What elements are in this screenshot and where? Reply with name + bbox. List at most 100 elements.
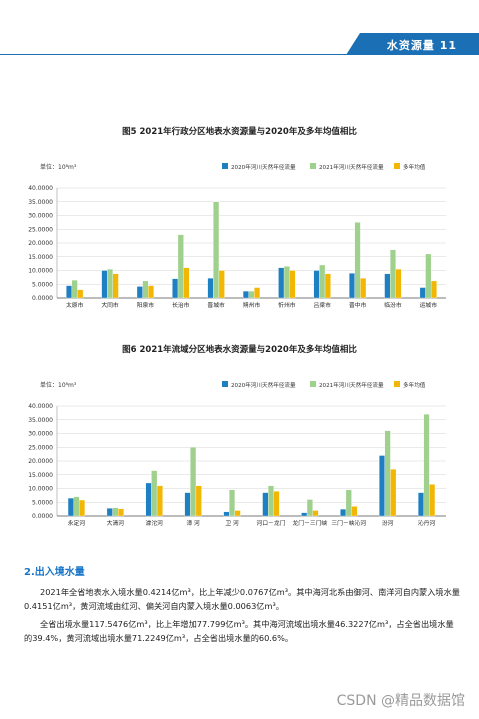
bar bbox=[289, 270, 296, 299]
bar bbox=[419, 287, 426, 299]
x-tick-label: 晋中市 bbox=[349, 301, 367, 309]
legend-label: 2021年河川天然年径流量 bbox=[319, 381, 384, 389]
bar bbox=[184, 492, 191, 517]
y-tick-label: 20.0000 bbox=[28, 458, 53, 465]
x-tick-label: 运城市 bbox=[420, 301, 438, 309]
x-tick-label: 大同市 bbox=[101, 301, 119, 309]
legend-swatch bbox=[394, 381, 400, 387]
chart-title-1: 图5 2021年行政分区地表水资源量与2020年及多年均值相比 bbox=[122, 127, 357, 137]
bar bbox=[379, 455, 385, 517]
y-tick-label: 35.0000 bbox=[28, 199, 53, 206]
legend-label: 2020年河川天然年径流量 bbox=[231, 163, 296, 171]
bar bbox=[66, 285, 73, 299]
paragraph-outflow: 全省出境水量117.5476亿m³，比上年增加77.799亿m³。其中海河流域出… bbox=[24, 619, 454, 643]
y-tick-label: 10.0000 bbox=[28, 486, 53, 493]
paragraph-inflow: 2021年全省地表水入境水量0.4214亿m³，比上年减少0.0767亿m³。其… bbox=[24, 587, 460, 611]
y-tick-label: 15.0000 bbox=[28, 472, 53, 479]
chart-1: 单位：10⁸m³ 2020年河川天然年径流量 2021年河川天然年径流量 多年均值 0.… bbox=[0, 150, 479, 325]
x-tick-label: 临汾市 bbox=[384, 301, 402, 309]
bar bbox=[118, 508, 124, 517]
bar bbox=[423, 414, 430, 517]
bar bbox=[429, 484, 436, 517]
legend-label: 2021年河川天然年径流量 bbox=[319, 163, 384, 171]
bar bbox=[73, 496, 80, 517]
bar bbox=[390, 249, 396, 299]
x-tick-label: 河口－龙门 bbox=[256, 519, 285, 527]
bar bbox=[395, 268, 402, 299]
y-tick-label: 30.0000 bbox=[28, 431, 53, 438]
bar bbox=[229, 489, 235, 517]
y-tick-label: 0.0000 bbox=[32, 513, 53, 520]
bar bbox=[417, 492, 424, 517]
x-tick-label: 滹沱河 bbox=[146, 519, 164, 527]
chart-title-2: 图6 2021年流域分区地表水资源量与2020年及多年均值相比 bbox=[122, 345, 357, 355]
bar bbox=[234, 510, 241, 517]
bar bbox=[262, 492, 269, 517]
bar bbox=[145, 482, 152, 517]
bar bbox=[195, 485, 202, 517]
x-tick-label: 龙门－三门峡 bbox=[292, 519, 327, 527]
bar bbox=[218, 270, 225, 299]
x-tick-label: 长治市 bbox=[172, 301, 190, 309]
bar bbox=[136, 286, 143, 299]
chart-2: 单位：10⁸m³ 2020年河川天然年径流量 2021年河川天然年径流量 多年均值 0.… bbox=[0, 368, 479, 543]
x-tick-label: 朔州市 bbox=[243, 301, 261, 309]
y-tick-label: 25.0000 bbox=[28, 226, 53, 233]
chart-2-svg: 单位：10⁸m³ 2020年河川天然年径流量 2021年河川天然年径流量 多年均值 0.… bbox=[28, 381, 446, 527]
bar bbox=[312, 510, 319, 517]
y-tick-label: 5.0000 bbox=[32, 499, 53, 506]
bar bbox=[354, 222, 361, 299]
bar bbox=[254, 287, 261, 299]
y-tick-label: 20.0000 bbox=[28, 240, 53, 247]
bar bbox=[148, 285, 154, 299]
bar bbox=[213, 201, 220, 299]
bar bbox=[101, 270, 108, 299]
bar bbox=[71, 279, 78, 299]
bar bbox=[79, 499, 85, 517]
section-heading: 2.出入境水量 bbox=[24, 567, 85, 578]
y-tick-label: 30.0000 bbox=[28, 213, 53, 220]
bar bbox=[267, 485, 274, 517]
legend-swatch bbox=[310, 381, 316, 387]
x-tick-label: 永定河 bbox=[68, 519, 86, 527]
bar bbox=[151, 470, 158, 517]
x-tick-label: 汾河 bbox=[382, 519, 394, 527]
bar bbox=[430, 280, 437, 299]
legend-label: 2020年河川天然年径流量 bbox=[231, 381, 296, 389]
x-tick-label: 晋城市 bbox=[207, 301, 225, 309]
legend-label: 多年均值 bbox=[403, 381, 426, 389]
chart-1-svg: 单位：10⁸m³ 2020年河川天然年径流量 2021年河川天然年径流量 多年均值 0.… bbox=[28, 163, 446, 309]
bar bbox=[112, 507, 119, 517]
legend-label: 多年均值 bbox=[403, 163, 426, 171]
x-tick-label: 吕梁市 bbox=[314, 301, 332, 309]
bar bbox=[425, 253, 432, 299]
y-tick-label: 40.0000 bbox=[28, 185, 53, 192]
bar bbox=[67, 497, 74, 517]
y-tick-label: 10.0000 bbox=[28, 268, 53, 275]
bar bbox=[172, 278, 179, 299]
bar bbox=[351, 506, 358, 517]
header-bar-shape bbox=[0, 33, 479, 55]
x-tick-label: 卫 河 bbox=[225, 519, 239, 527]
bar bbox=[306, 499, 313, 517]
legend-swatch bbox=[394, 163, 400, 169]
bar bbox=[273, 491, 280, 517]
bar bbox=[183, 267, 190, 299]
bar bbox=[223, 511, 230, 517]
bar bbox=[177, 234, 184, 299]
bar bbox=[107, 268, 113, 299]
bar bbox=[156, 485, 163, 517]
page-header-title: 水资源量 11 bbox=[386, 39, 457, 52]
unit-label: 单位：10⁸m³ bbox=[40, 163, 77, 171]
bar bbox=[283, 266, 290, 299]
legend-swatch bbox=[310, 163, 316, 169]
x-tick-label: 沁丹河 bbox=[418, 519, 436, 527]
x-tick-label: 漳 河 bbox=[186, 519, 200, 527]
x-tick-label: 阳泉市 bbox=[137, 301, 155, 309]
y-tick-label: 0.0000 bbox=[32, 295, 53, 302]
bar bbox=[207, 278, 214, 299]
y-tick-label: 15.0000 bbox=[28, 254, 53, 261]
bar bbox=[242, 290, 249, 299]
unit-label: 单位：10⁸m³ bbox=[40, 381, 77, 389]
bar bbox=[360, 278, 367, 299]
